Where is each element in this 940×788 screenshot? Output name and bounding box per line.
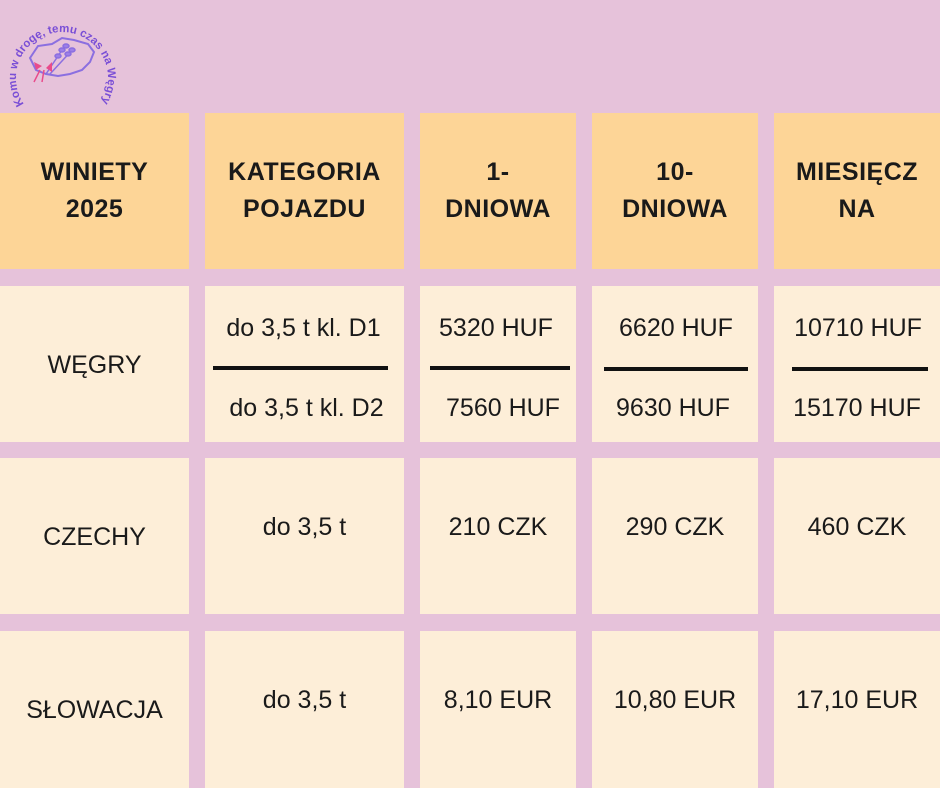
category-label: do 3,5 t [262,513,347,541]
price-10-day: 10,80 EUR [613,686,737,714]
price-month-top: 10710 HUF [794,314,922,342]
price-month: 460 CZK [807,513,907,541]
row-czechy-category: do 3,5 t [205,458,404,614]
row-czechy-miesieczna: 460 CZK [774,458,940,614]
price-1-day-bottom: 7560 HUF [446,394,560,422]
header-winiety-label: WINIETY 2025 [40,158,149,223]
category-bottom: do 3,5 t kl. D2 [229,394,384,422]
header-miesieczna: MIESIĘCZ NA [774,113,940,269]
row-slowacja-country: SŁOWACJA [0,631,189,788]
price-month-bottom: 15170 HUF [793,394,921,422]
header-kategoria-label: KATEGORIA POJAZDU [228,158,381,223]
price-month: 17,10 EUR [795,686,919,714]
logo-ring-text: Komu w drogę, temu czas na Węgry [7,23,117,109]
row-wegry-country: WĘGRY [0,286,189,442]
divider-line [430,366,570,370]
divider-line [213,366,388,370]
row-wegry-miesieczna: 10710 HUF 15170 HUF [774,286,940,442]
price-10-day-top: 6620 HUF [619,314,733,342]
header-10-dniowa: 10- DNIOWA [592,113,758,269]
category-top: do 3,5 t kl. D1 [226,314,381,342]
price-1-day: 210 CZK [448,513,548,541]
row-slowacja-category: do 3,5 t [205,631,404,788]
divider-line [792,367,928,371]
row-czechy-10-dniowa: 290 CZK [592,458,758,614]
header-winiety: WINIETY 2025 [0,113,189,269]
header-10-dniowa-label: 10- DNIOWA [622,158,728,223]
price-1-day-top: 5320 HUF [439,314,553,342]
row-slowacja-miesieczna: 17,10 EUR [774,631,940,788]
price-10-day-bottom: 9630 HUF [616,394,730,422]
price-1-day: 8,10 EUR [443,686,553,714]
header-1-dniowa-label: 1- DNIOWA [445,158,551,223]
row-slowacja-10-dniowa: 10,80 EUR [592,631,758,788]
row-wegry-10-dniowa: 6620 HUF 9630 HUF [592,286,758,442]
country-label: CZECHY [43,522,146,551]
row-czechy-1-dniowa: 210 CZK [420,458,576,614]
bow-icon [33,62,52,83]
row-slowacja-1-dniowa: 8,10 EUR [420,631,576,788]
country-label: WĘGRY [47,350,142,379]
hungary-map-icon [28,36,96,78]
row-wegry-category: do 3,5 t kl. D1 do 3,5 t kl. D2 [205,286,404,442]
svg-text:Komu w drogę, temu czas na Węg: Komu w drogę, temu czas na Węgry [7,23,117,109]
header-miesieczna-label: MIESIĘCZ NA [795,158,919,223]
row-czechy-country: CZECHY [0,458,189,614]
divider-line [604,367,748,371]
price-10-day: 290 CZK [625,513,725,541]
header-1-dniowa: 1- DNIOWA [420,113,576,269]
brand-logo: Komu w drogę, temu czas na Węgry [7,23,117,109]
row-wegry-1-dniowa: 5320 HUF 7560 HUF [420,286,576,442]
category-label: do 3,5 t [262,686,347,714]
country-label: SŁOWACJA [26,696,163,724]
header-kategoria: KATEGORIA POJAZDU [205,113,404,269]
